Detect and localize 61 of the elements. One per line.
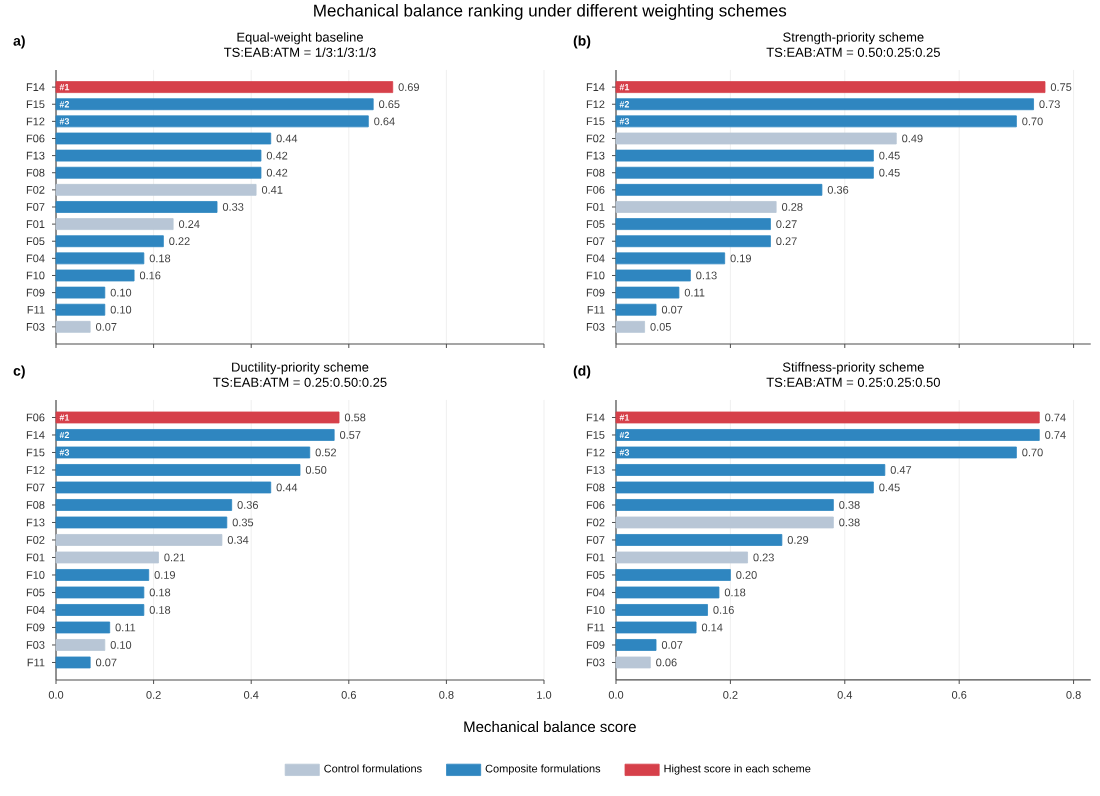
bar bbox=[615, 621, 697, 634]
bar bbox=[615, 569, 731, 581]
bar bbox=[615, 429, 1040, 441]
text: Mechanical balance ranking under different weighting schemes bbox=[314, 4, 787, 20]
bar bbox=[55, 656, 91, 669]
bar bbox=[55, 411, 340, 424]
bar bbox=[55, 149, 262, 162]
bar bbox=[615, 115, 1017, 128]
bar bbox=[615, 481, 874, 494]
bar bbox=[55, 166, 262, 179]
bar bbox=[55, 286, 106, 299]
bar bbox=[55, 569, 150, 581]
bar bbox=[615, 639, 657, 651]
bar bbox=[615, 551, 748, 564]
bar bbox=[615, 586, 720, 599]
bar bbox=[615, 446, 1017, 459]
bar bbox=[55, 252, 145, 265]
bar bbox=[55, 516, 228, 529]
bar bbox=[55, 81, 394, 94]
bar bbox=[55, 303, 106, 316]
bar bbox=[615, 81, 1046, 94]
bar bbox=[55, 269, 135, 282]
bar bbox=[55, 499, 233, 511]
bar bbox=[615, 252, 726, 265]
bar bbox=[55, 429, 335, 441]
bar bbox=[55, 183, 257, 196]
bar bbox=[615, 201, 777, 213]
bar bbox=[615, 499, 834, 511]
bar bbox=[615, 269, 691, 282]
bar bbox=[615, 534, 783, 546]
bar bbox=[55, 98, 374, 111]
bar bbox=[615, 303, 657, 316]
bar bbox=[55, 218, 174, 231]
bar bbox=[55, 639, 106, 651]
bar bbox=[615, 166, 874, 179]
bar bbox=[55, 115, 369, 128]
bar bbox=[615, 464, 886, 476]
bar bbox=[615, 149, 874, 162]
bar bbox=[55, 446, 311, 459]
bar bbox=[55, 586, 145, 599]
bar bbox=[55, 621, 111, 634]
bar bbox=[55, 534, 223, 546]
bar bbox=[615, 411, 1040, 424]
bar bbox=[615, 320, 645, 333]
bar bbox=[55, 604, 145, 616]
bar bbox=[55, 481, 272, 494]
bar bbox=[615, 218, 771, 231]
bar bbox=[55, 320, 91, 333]
bar bbox=[615, 604, 708, 616]
bar bbox=[615, 183, 823, 196]
bar bbox=[615, 235, 771, 248]
bar bbox=[615, 656, 651, 669]
bar bbox=[615, 516, 834, 529]
bar bbox=[615, 286, 680, 299]
bar bbox=[615, 98, 1034, 111]
bar bbox=[55, 551, 159, 564]
bar bbox=[55, 201, 218, 213]
bar bbox=[55, 235, 164, 248]
bar bbox=[55, 132, 272, 145]
bar bbox=[615, 132, 897, 145]
bar bbox=[55, 464, 301, 476]
